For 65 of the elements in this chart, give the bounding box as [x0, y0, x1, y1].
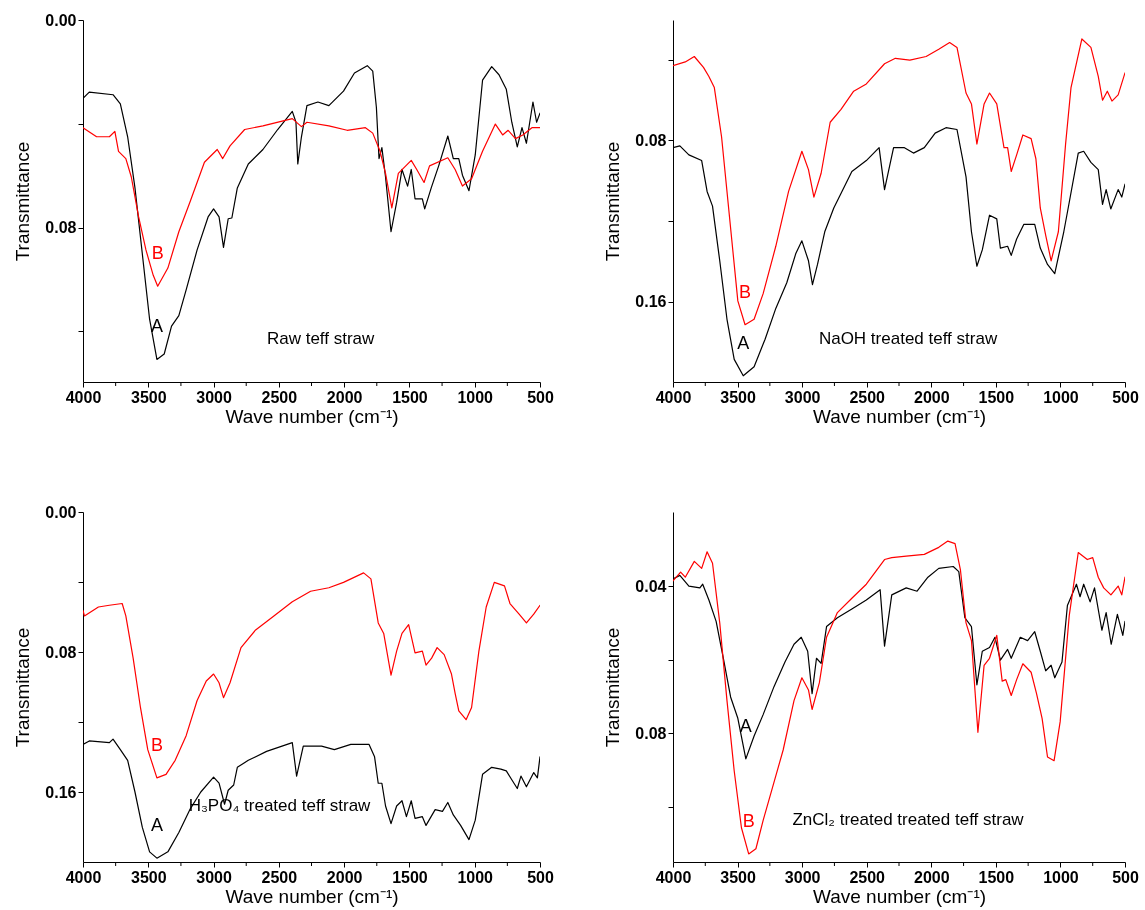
x-tick-label: 1000	[1043, 868, 1079, 886]
x-tick-label: 3500	[720, 388, 756, 406]
y-axis-title: Transmittance	[12, 627, 34, 748]
x-tick-label: 4000	[65, 868, 102, 886]
line-series	[673, 38, 1125, 326]
y-tick-label: 0.08	[45, 643, 77, 661]
y-tick-label: 0.08	[635, 724, 667, 742]
x-tick-label: 4000	[65, 388, 102, 406]
line-series	[83, 572, 540, 779]
x-tick-label: 2000	[913, 868, 950, 886]
annotation: NaOH treated teff straw	[818, 328, 998, 348]
x-tick-label: 4000	[655, 868, 692, 886]
y-tick-label: 0.08	[635, 131, 667, 149]
series-label: A	[739, 715, 752, 736]
y-tick-label: 0.04	[635, 577, 667, 595]
x-tick-label: 4000	[655, 388, 692, 406]
annotation: Raw teff straw	[266, 328, 376, 348]
y-tick-label: 0.16	[635, 293, 667, 311]
x-tick-label: 2000	[913, 388, 950, 406]
x-tick-label: 2500	[849, 868, 886, 886]
series-label: A	[150, 815, 163, 836]
x-tick-label: 3000	[196, 388, 232, 406]
x-axis-title: Wave number (cm⁻¹)	[812, 885, 987, 907]
x-tick-label: 2500	[261, 388, 298, 406]
x-tick-label: 3500	[130, 868, 167, 886]
x-tick-label: 500	[1112, 388, 1139, 406]
y-tick-label: 0.00	[45, 503, 77, 521]
x-axis-title: Wave number (cm⁻¹)	[225, 885, 399, 907]
series-label: A	[737, 332, 750, 353]
x-tick-label: 3000	[784, 388, 821, 406]
x-tick-label: 1500	[392, 388, 428, 406]
x-tick-label: 1000	[457, 388, 494, 406]
x-axis-title: Wave number (cm⁻¹)	[225, 405, 399, 427]
series-label: B	[742, 810, 755, 831]
line-series	[83, 118, 540, 287]
annotation: ZnCl₂ treated treated teff straw	[792, 810, 1025, 829]
x-tick-label: 1500	[392, 868, 428, 886]
x-tick-label: 500	[1112, 868, 1139, 886]
x-tick-label: 500	[527, 868, 554, 886]
x-tick-label: 2500	[849, 388, 886, 406]
series-label: B	[150, 734, 163, 755]
y-axis-title: Transmittance	[602, 141, 624, 262]
x-tick-label: 2500	[261, 868, 298, 886]
x-tick-label: 1000	[457, 868, 494, 886]
y-tick-label: 0.16	[45, 783, 77, 801]
x-axis-title: Wave number (cm⁻¹)	[812, 405, 987, 427]
series-label: A	[150, 316, 163, 337]
x-tick-label: 500	[527, 388, 554, 406]
y-tick-label: 0.08	[45, 219, 77, 237]
x-tick-label: 2000	[326, 868, 363, 886]
x-tick-label: 3000	[784, 868, 821, 886]
x-tick-label: 1500	[978, 388, 1015, 406]
x-tick-label: 3500	[720, 868, 756, 886]
x-tick-label: 3000	[196, 868, 232, 886]
x-tick-label: 1500	[978, 868, 1015, 886]
annotation: H₃PO₄ treated teff straw	[188, 796, 372, 815]
y-axis-title: Transmittance	[12, 141, 34, 262]
y-axis-title: Transmittance	[602, 627, 624, 748]
series-label: B	[151, 243, 164, 264]
x-tick-label: 1000	[1043, 388, 1079, 406]
x-tick-label: 3500	[130, 388, 167, 406]
line-series	[673, 540, 1125, 855]
series-label: B	[739, 281, 752, 302]
y-tick-label: 0.00	[45, 11, 77, 29]
x-tick-label: 2000	[326, 388, 363, 406]
